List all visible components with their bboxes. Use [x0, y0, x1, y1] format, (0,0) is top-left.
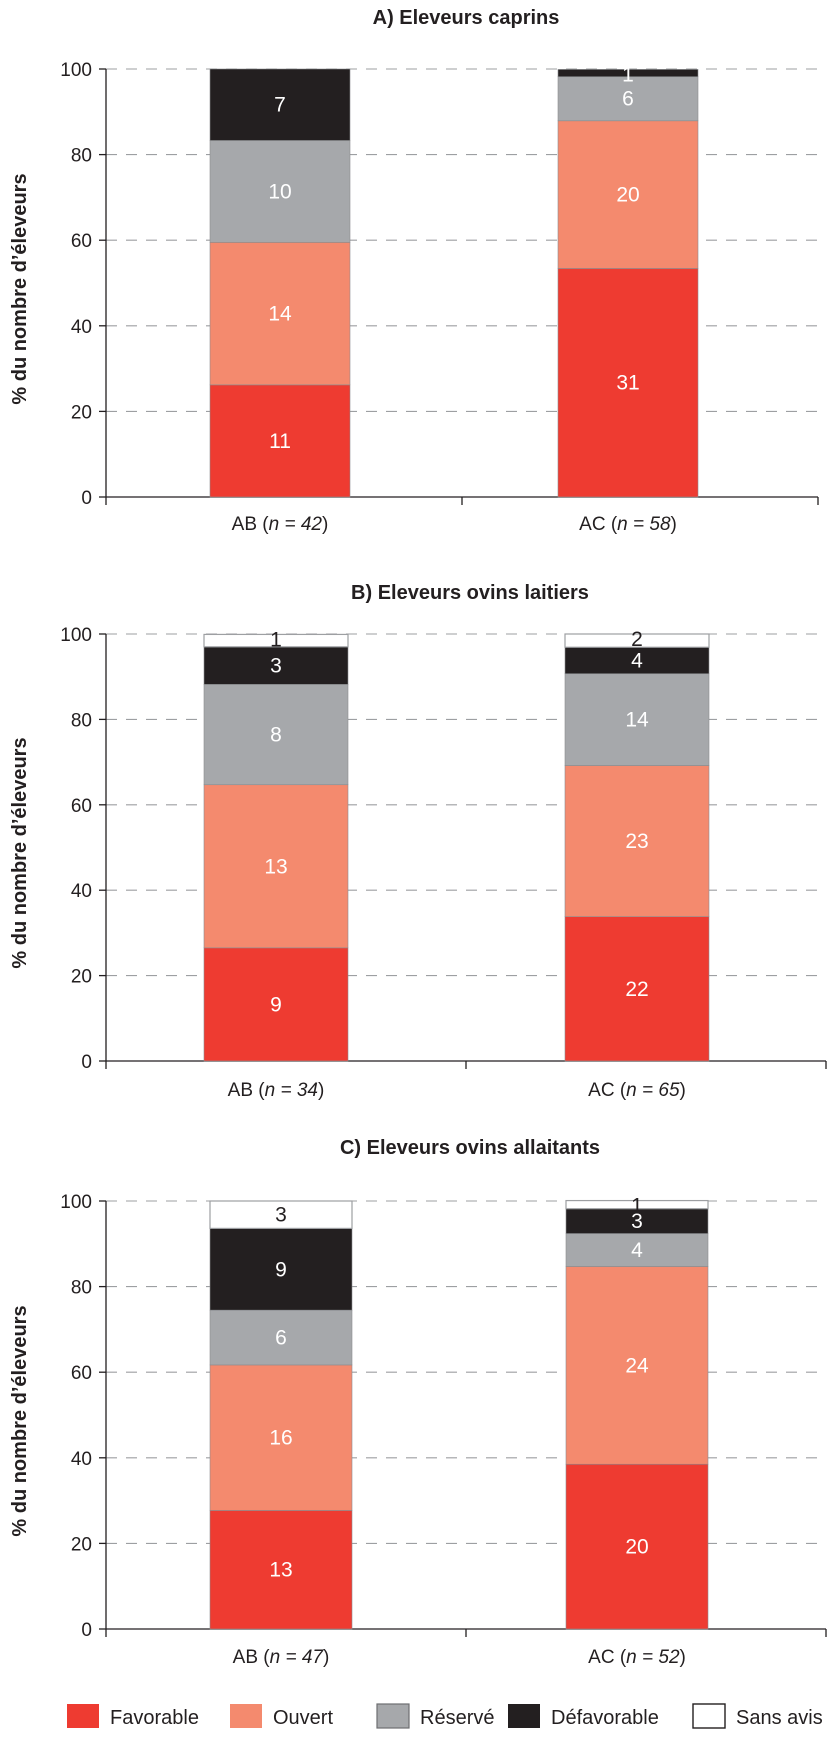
y-tick-label: 100: [60, 60, 92, 81]
y-tick-label: 100: [60, 1192, 92, 1213]
bar-segment-defavorable: [564, 646, 710, 675]
bar-value-label: 6: [275, 1327, 287, 1350]
bar-segment-favorable: [565, 1463, 709, 1630]
bar-value-label: 7: [274, 94, 286, 117]
chart-title: C) Eleveurs ovins allaitants: [340, 1137, 600, 1159]
legend-swatch-favorable: [67, 1704, 99, 1728]
bar-value-label: 31: [616, 372, 639, 395]
bar-segment-ouvert: [203, 784, 349, 949]
bar-segment-sans-avis: [203, 633, 349, 648]
y-tick-label: 100: [60, 625, 92, 646]
y-tick-label: 80: [71, 710, 92, 731]
bar-value-label: 16: [269, 1427, 292, 1450]
bar-segment-reserve: [564, 673, 710, 766]
bar-value-label: 1: [631, 1195, 643, 1218]
y-tick-label: 60: [71, 796, 92, 817]
bar-value-label: 1: [270, 628, 282, 651]
y-tick-label: 40: [71, 881, 92, 902]
bar-segment-reserve: [209, 140, 351, 243]
bar-value-label: 4: [631, 649, 643, 672]
y-tick-label: 80: [71, 1278, 92, 1299]
y-tick-label: 0: [81, 488, 92, 509]
x-category-label: AC (n = 58): [579, 514, 677, 535]
bar-value-label: 3: [270, 655, 282, 678]
bar-segment-defavorable: [203, 646, 349, 685]
bar-segment-favorable: [564, 916, 710, 1062]
legend-label: Favorable: [110, 1707, 199, 1729]
y-axis-label: % du nombre d’éleveurs: [9, 1305, 31, 1536]
chart-panel-c: C) Eleveurs ovins allaitants % du nombre …: [9, 1137, 827, 1668]
bar-value-label: 4: [631, 1239, 643, 1262]
y-tick-label: 80: [71, 146, 92, 167]
bar-segment-favorable: [209, 384, 351, 498]
y-tick-label: 0: [81, 1052, 92, 1073]
bar-segment-ouvert: [209, 1364, 353, 1511]
bar-segment-ouvert: [564, 765, 710, 917]
bar-value-label: 11: [269, 430, 291, 453]
y-tick-label: 40: [71, 317, 92, 338]
bar-value-label: 20: [616, 184, 639, 207]
bar-segment-favorable: [203, 947, 349, 1062]
legend-label: Réservé: [420, 1707, 494, 1729]
bar-value-label: 14: [625, 709, 649, 732]
x-category-label: AB (n = 34): [228, 1080, 325, 1101]
bar-segment-ouvert: [557, 120, 699, 269]
bar-value-label: 2: [631, 628, 643, 651]
legend-swatch-sans-avis: [692, 1703, 726, 1729]
bar-segment-sans-avis: [564, 633, 710, 648]
bar-value-label: 10: [268, 180, 291, 203]
bar-value-label: 13: [269, 1559, 292, 1582]
legend-label: Sans avis: [736, 1707, 823, 1729]
y-tick-label: 60: [71, 1363, 92, 1384]
y-tick-label: 20: [71, 1534, 92, 1555]
bar-segment-defavorable: [557, 69, 699, 78]
legend-label: Ouvert: [273, 1707, 333, 1729]
y-tick-label: 60: [71, 231, 92, 252]
bar-segment-reserve: [209, 1309, 353, 1366]
bar-value-label: 3: [275, 1204, 287, 1227]
bar-segment-reserve: [565, 1233, 709, 1267]
bar-value-label: 6: [622, 88, 634, 111]
bar-value-label: 14: [268, 303, 292, 326]
legend-swatch-reserve: [376, 1703, 410, 1729]
bar-value-label: 1: [622, 63, 634, 86]
bar-value-label: 9: [270, 993, 282, 1016]
bar-segment-reserve: [557, 76, 699, 122]
bar-value-label: 8: [270, 724, 282, 747]
y-tick-label: 0: [81, 1620, 92, 1641]
x-category-label: AC (n = 65): [588, 1080, 686, 1101]
bar-segment-reserve: [203, 684, 349, 786]
bar-segment-favorable: [557, 268, 699, 498]
bar-segment-ouvert: [209, 242, 351, 386]
bar-segment-defavorable: [565, 1208, 709, 1234]
bar-segment-sans-avis: [565, 1199, 709, 1210]
bar-value-label: 20: [625, 1536, 648, 1559]
bar-segment-ouvert: [565, 1266, 709, 1465]
bar-value-label: 13: [264, 855, 287, 878]
legend-label: Défavorable: [551, 1707, 659, 1729]
bar-value-label: 23: [625, 830, 648, 853]
bar-value-label: 24: [625, 1354, 649, 1377]
x-category-label: AB (n = 47): [233, 1647, 330, 1668]
x-category-label: AC (n = 52): [588, 1647, 686, 1668]
legend: Favorable Ouvert Réservé Défavorable Sans av…: [67, 1703, 823, 1729]
legend-swatch-defavorable: [508, 1704, 540, 1728]
bar-value-label: 9: [275, 1258, 287, 1281]
chart-panel-b: B) Eleveurs ovins laitiers % du nombre d’…: [9, 582, 827, 1101]
y-tick-label: 20: [71, 967, 92, 988]
bar-value-label: 3: [631, 1210, 643, 1233]
chart-panel-a: A) Eleveurs caprins % du nombre d’éleveur…: [9, 7, 819, 535]
bar-segment-defavorable: [209, 68, 351, 141]
bar-value-label: 22: [625, 978, 648, 1001]
y-tick-label: 40: [71, 1449, 92, 1470]
y-tick-label: 20: [71, 402, 92, 423]
chart-title: B) Eleveurs ovins laitiers: [351, 582, 589, 604]
chart-title: A) Eleveurs caprins: [373, 7, 560, 29]
y-axis-label: % du nombre d’éleveurs: [9, 173, 31, 404]
y-axis-label: % du nombre d’éleveurs: [9, 737, 31, 968]
legend-swatch-ouvert: [230, 1704, 262, 1728]
x-category-label: AB (n = 42): [232, 514, 329, 535]
bar-segment-sans-avis: [209, 1200, 353, 1229]
